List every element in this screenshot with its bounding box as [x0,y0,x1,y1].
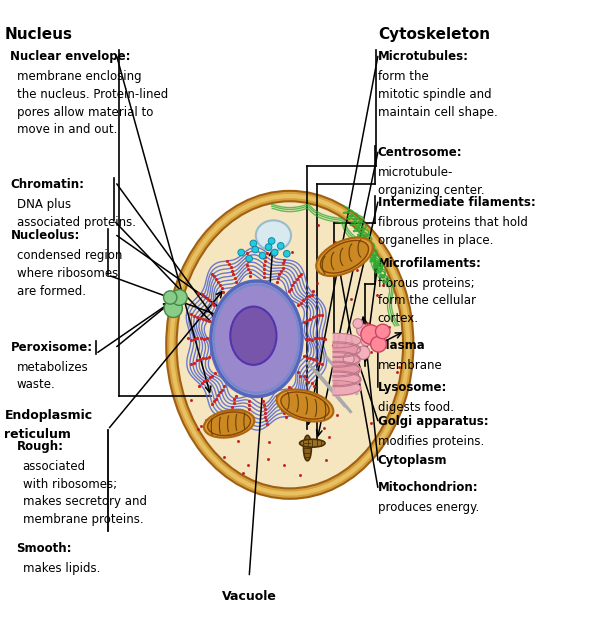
Ellipse shape [207,412,251,436]
Text: with ribosomes;: with ribosomes; [23,478,117,491]
Text: Golgi apparatus:: Golgi apparatus: [378,415,489,427]
Ellipse shape [361,335,371,346]
Text: fibrous proteins that hold: fibrous proteins that hold [378,216,528,229]
Text: metabolizes: metabolizes [16,361,88,373]
Text: makes lipids.: makes lipids. [23,562,100,575]
Text: move in and out.: move in and out. [16,123,117,137]
Ellipse shape [304,436,311,461]
Text: reticulum: reticulum [4,428,71,441]
Text: DNA plus: DNA plus [16,198,71,211]
Text: makes secretory and: makes secretory and [23,495,146,509]
Ellipse shape [300,439,325,447]
Ellipse shape [375,324,390,338]
Text: where ribosomes: where ribosomes [16,267,118,280]
Text: Intermediate filaments:: Intermediate filaments: [378,196,536,209]
Ellipse shape [246,255,253,262]
Ellipse shape [281,392,329,419]
Ellipse shape [278,243,284,249]
Text: Plasma: Plasma [378,338,426,352]
Ellipse shape [343,353,354,364]
Text: associated proteins.: associated proteins. [16,215,135,229]
Ellipse shape [320,241,368,273]
Text: produces energy.: produces energy. [378,502,479,514]
Ellipse shape [265,244,272,250]
Text: condensed region: condensed region [16,250,122,262]
Text: fibrous proteins;: fibrous proteins; [378,277,475,290]
Text: are formed.: are formed. [16,284,85,298]
Text: organelles in place.: organelles in place. [378,234,493,247]
Text: Vacuole: Vacuole [221,589,276,603]
Ellipse shape [353,319,363,328]
Text: form the cellular: form the cellular [378,295,476,307]
Ellipse shape [268,237,275,244]
Ellipse shape [171,290,187,305]
Ellipse shape [204,410,254,438]
Ellipse shape [357,324,369,337]
Text: Microtubules:: Microtubules: [378,50,469,64]
Ellipse shape [250,240,257,247]
Ellipse shape [211,281,302,396]
Text: Lysosome:: Lysosome: [378,381,447,394]
Ellipse shape [357,346,370,359]
Text: membrane: membrane [378,359,443,371]
Ellipse shape [238,249,245,256]
Text: cortex.: cortex. [378,312,419,325]
Text: Nucleus: Nucleus [4,27,73,43]
Text: mitotic spindle and: mitotic spindle and [378,88,492,101]
Text: Centrosome:: Centrosome: [378,146,462,159]
Ellipse shape [259,252,266,259]
Text: Smooth:: Smooth: [16,542,72,555]
Ellipse shape [256,220,291,251]
Text: microtubule-: microtubule- [378,166,453,179]
Text: pores allow material to: pores allow material to [16,105,153,119]
Text: membrane enclosing: membrane enclosing [16,70,141,83]
Text: organizing center.: organizing center. [378,184,484,197]
Ellipse shape [231,307,276,365]
Text: Mitochondrion:: Mitochondrion: [378,481,478,495]
Text: Rough:: Rough: [16,440,63,453]
Text: maintain cell shape.: maintain cell shape. [378,105,498,119]
Ellipse shape [252,246,259,253]
Text: Chromatin:: Chromatin: [10,178,85,191]
Text: Endoplasmic: Endoplasmic [4,408,93,422]
Ellipse shape [316,237,373,276]
Ellipse shape [284,250,290,257]
Text: Nucleolus:: Nucleolus: [10,229,80,243]
Text: membrane proteins.: membrane proteins. [23,513,143,526]
Text: modifies proteins.: modifies proteins. [378,435,484,448]
Ellipse shape [171,196,408,493]
Ellipse shape [271,249,278,256]
Ellipse shape [164,299,182,318]
Text: digests food.: digests food. [378,401,454,414]
Ellipse shape [361,324,380,344]
Ellipse shape [214,285,299,392]
Ellipse shape [276,390,334,422]
Text: form the: form the [378,70,429,83]
Text: the nucleus. Protein-lined: the nucleus. Protein-lined [16,88,168,101]
Text: waste.: waste. [16,378,56,391]
Text: Microfilaments:: Microfilaments: [378,257,482,270]
Text: Cytoskeleton: Cytoskeleton [378,27,490,43]
Ellipse shape [371,337,386,352]
Text: Cytoplasm: Cytoplasm [378,454,447,467]
Text: Nuclear envelope:: Nuclear envelope: [10,50,131,64]
Text: associated: associated [23,460,86,473]
Text: Peroxisome:: Peroxisome: [10,340,93,354]
Ellipse shape [163,291,177,304]
